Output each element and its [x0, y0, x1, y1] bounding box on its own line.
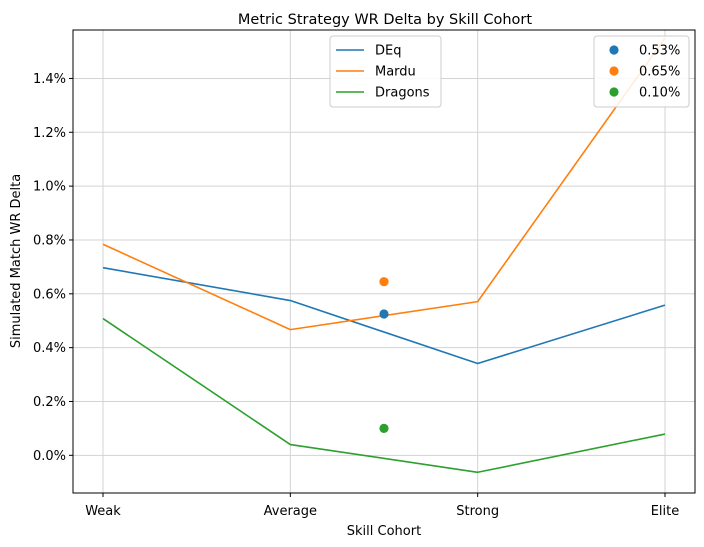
- chart-title: Metric Strategy WR Delta by Skill Cohort: [238, 12, 532, 28]
- series-line-dragons: [102, 317, 666, 474]
- y-tick-label: 0.2%: [33, 395, 66, 410]
- y-tick-label: 1.0%: [33, 180, 66, 195]
- legend-label: 0.10%: [639, 86, 680, 101]
- legend-box: [593, 35, 690, 108]
- legend-label: 0.53%: [639, 44, 680, 59]
- series-line-deq: [102, 266, 666, 365]
- grid: [73, 30, 695, 493]
- scatter-points: [379, 277, 389, 433]
- scatter-point: [379, 423, 389, 433]
- y-tick-label: 0.6%: [33, 287, 66, 302]
- legend-box: [329, 35, 442, 108]
- scatter-point: [379, 309, 389, 319]
- legend-label: DEq: [375, 44, 401, 59]
- axes: Weak Average Strong Elite 0.0% 0.2% 0.4% 0.6% 0.…: [33, 72, 679, 519]
- scatter-point: [379, 277, 389, 287]
- x-tick-label: Strong: [456, 504, 499, 519]
- x-tick-label: Elite: [651, 504, 680, 519]
- legend-points: 0.53% 0.65% 0.10%: [593, 35, 690, 108]
- y-tick-label: 0.0%: [33, 449, 66, 464]
- legend-series: DEq Mardu Dragons: [329, 35, 442, 108]
- y-tick-label: 1.4%: [33, 72, 66, 87]
- y-tick-label: 1.2%: [33, 126, 66, 141]
- y-tick-label: 0.8%: [33, 233, 66, 248]
- legend-point-marker: [609, 87, 619, 97]
- legend-label: 0.65%: [639, 65, 680, 80]
- legend-point-marker: [609, 66, 619, 76]
- legend-label: Dragons: [375, 86, 430, 101]
- x-tick-label: Weak: [85, 504, 121, 519]
- x-tick-label: Average: [264, 504, 317, 519]
- plot-frame: [72, 29, 696, 494]
- y-axis-label: Simulated Match WR Delta: [9, 174, 24, 348]
- legend-label: Mardu: [375, 65, 416, 80]
- y-tick-label: 0.4%: [33, 341, 66, 356]
- x-axis-label: Skill Cohort: [347, 524, 421, 539]
- legend-point-marker: [609, 45, 619, 55]
